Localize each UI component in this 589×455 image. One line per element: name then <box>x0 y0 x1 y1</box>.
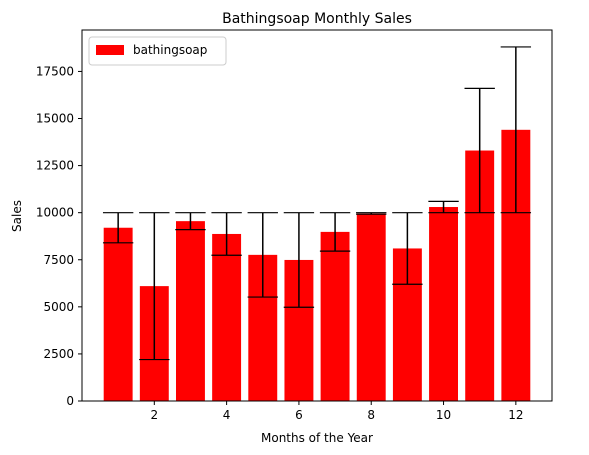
legend-swatch <box>96 45 124 55</box>
chart-title: Bathingsoap Monthly Sales <box>222 11 412 27</box>
y-tick-label: 5000 <box>43 300 74 314</box>
y-axis-label: Sales <box>10 200 24 232</box>
bar-month-10 <box>429 207 458 401</box>
bar-month-3 <box>176 221 205 401</box>
y-tick-label: 15000 <box>36 112 74 126</box>
x-tick-label: 12 <box>508 408 523 422</box>
x-ticks-group: 2 4 6 8 10 12 <box>150 401 523 422</box>
x-tick-label: 2 <box>150 408 158 422</box>
y-tick-label: 2500 <box>43 347 74 361</box>
x-tick-label: 4 <box>223 408 231 422</box>
y-tick-label: 17500 <box>36 64 74 78</box>
y-tick-label: 7500 <box>43 253 74 267</box>
bar-month-4 <box>212 233 242 401</box>
x-tick-label: 6 <box>295 408 303 422</box>
plot-frame <box>81 29 553 402</box>
y-ticks-group: 0 2500 5000 7500 10000 12500 15000 17500 <box>36 64 82 408</box>
bar-month-8 <box>356 213 386 401</box>
legend-label: bathingsoap <box>133 43 207 57</box>
y-tick-label: 12500 <box>36 159 74 173</box>
errorbars-group <box>102 46 532 361</box>
x-tick-label: 10 <box>436 408 451 422</box>
bar-month-1 <box>103 227 133 401</box>
bars-group <box>103 129 531 401</box>
y-tick-label: 0 <box>66 394 74 408</box>
bar-month-7 <box>320 231 350 401</box>
legend-box <box>88 36 227 66</box>
x-axis-label: Months of the Year <box>261 431 373 445</box>
x-tick-label: 8 <box>367 408 375 422</box>
y-tick-label: 10000 <box>36 206 74 220</box>
legend: bathingsoap <box>88 36 227 66</box>
